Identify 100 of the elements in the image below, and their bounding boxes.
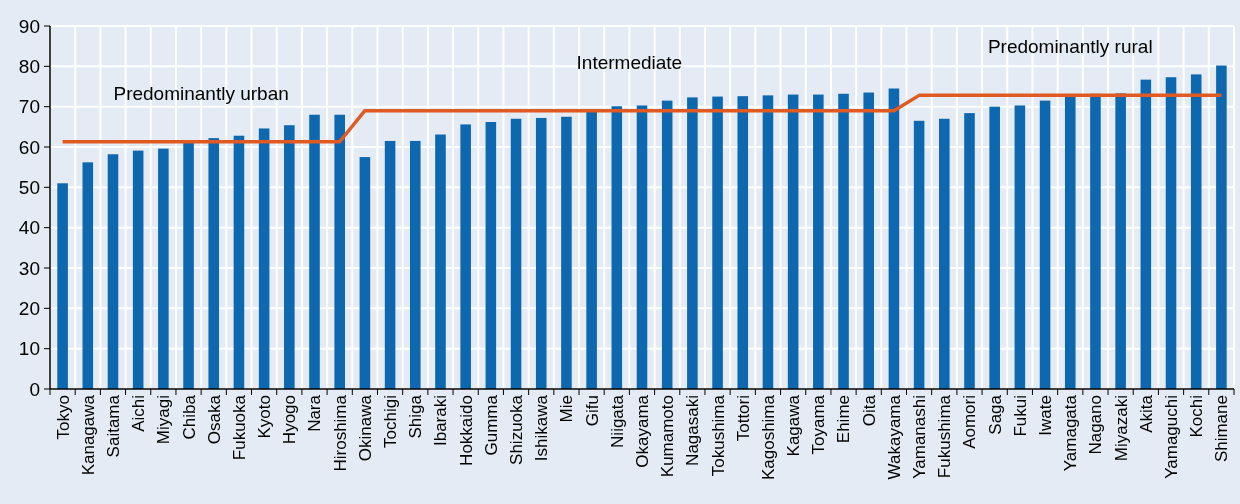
bar	[57, 183, 68, 389]
x-tick-label: Kochi	[1187, 395, 1207, 438]
x-tick-label: Aomori	[960, 395, 980, 449]
x-tick-label: Shiga	[406, 394, 426, 439]
x-tick-label: Fukuoka	[229, 394, 249, 461]
bar	[888, 88, 900, 389]
bar	[737, 96, 749, 389]
bar	[989, 106, 1000, 389]
x-tick-label: Yamaguchi	[1161, 395, 1181, 479]
bar	[309, 114, 320, 389]
bar	[82, 162, 94, 389]
x-tick-label: Shimane	[1212, 395, 1232, 463]
bar	[258, 128, 270, 389]
x-tick-label: Saitama	[103, 394, 123, 458]
y-tick-label: 40	[18, 217, 40, 239]
bar	[712, 96, 723, 389]
x-tick-label: Iwate	[1036, 395, 1056, 436]
annotation: Predominantly rural	[987, 36, 1153, 58]
x-tick-label: Saga	[985, 394, 1005, 435]
x-tick-label: Hokkaido	[456, 395, 476, 466]
bar	[1115, 93, 1126, 389]
y-tick-label: 10	[18, 338, 40, 360]
y-tick-label: 90	[18, 15, 40, 37]
bar	[1216, 65, 1227, 389]
bar	[158, 148, 169, 389]
x-tick-label: Miyazaki	[1111, 395, 1131, 462]
bar	[586, 111, 597, 389]
x-tick-label: Hiroshima	[330, 394, 350, 472]
bar	[762, 95, 774, 389]
x-tick-label: Oita	[859, 394, 879, 427]
x-tick-label: Hyogo	[280, 395, 300, 445]
bar	[359, 157, 371, 389]
bar	[939, 118, 950, 389]
bar	[611, 106, 623, 389]
bar	[838, 93, 849, 389]
bar	[787, 94, 799, 389]
bar	[284, 125, 295, 389]
bar	[208, 138, 220, 389]
y-tick-label: 20	[18, 297, 40, 319]
bar	[913, 120, 925, 389]
bar	[1165, 77, 1177, 389]
x-tick-label: Kagoshima	[758, 394, 778, 481]
x-tick-label: Toyama	[809, 394, 829, 455]
y-tick-label: 60	[18, 136, 40, 158]
x-tick-label: Osaka	[204, 394, 224, 445]
x-tick-label: Okayama	[632, 394, 652, 468]
bar	[1064, 95, 1076, 389]
x-tick-label: Yamagata	[1061, 394, 1081, 472]
x-tick-label: Ishikawa	[532, 394, 552, 462]
bar	[233, 135, 245, 389]
bar	[334, 114, 345, 389]
x-tick-label: Wakayama	[884, 394, 904, 480]
bar	[510, 118, 522, 389]
annotation: Predominantly urban	[113, 82, 289, 104]
bar	[535, 117, 547, 389]
x-tick-label: Tokyo	[53, 395, 73, 440]
x-tick-label: Niigata	[607, 394, 627, 448]
x-tick-label: Tochigi	[381, 395, 401, 448]
x-tick-label: Tottori	[733, 395, 753, 442]
x-tick-label: Gifu	[582, 395, 602, 427]
bar	[132, 150, 144, 389]
x-tick-label: Mie	[557, 395, 577, 423]
x-tick-label: Nara	[305, 394, 325, 432]
x-tick-label: Miyagi	[154, 395, 174, 445]
y-tick-label: 80	[18, 55, 40, 77]
x-tick-label: Kyoto	[255, 395, 275, 439]
y-tick-label: 70	[18, 96, 40, 118]
bar	[1014, 105, 1026, 389]
bar	[460, 124, 471, 389]
bar	[107, 154, 119, 389]
bar	[561, 116, 572, 389]
x-tick-label: Aichi	[129, 395, 149, 432]
bar	[1190, 74, 1202, 389]
x-tick-label: Kagawa	[784, 394, 804, 457]
annotation: Intermediate	[576, 51, 683, 73]
x-tick-label: Akita	[1136, 394, 1156, 433]
x-tick-label: Ehime	[834, 395, 854, 444]
x-tick-label: Okinawa	[355, 394, 375, 462]
x-tick-label: Yamanashi	[910, 395, 930, 479]
y-tick-label: 50	[18, 176, 40, 198]
bar	[384, 140, 396, 389]
x-tick-label: Chiba	[179, 394, 199, 440]
bar	[964, 113, 975, 389]
x-tick-label: Ibaraki	[431, 395, 451, 447]
bar	[1140, 79, 1152, 389]
bar	[661, 100, 673, 389]
bar	[1039, 100, 1051, 389]
x-tick-label: Nagano	[1086, 395, 1106, 455]
bar	[183, 141, 194, 389]
x-tick-label: Gumma	[481, 394, 501, 456]
bar	[863, 92, 875, 389]
bar	[813, 94, 824, 389]
bar	[485, 121, 497, 389]
bar	[636, 105, 648, 389]
x-tick-label: Nagasaki	[683, 395, 703, 466]
x-tick-label: Tokushima	[708, 394, 728, 477]
x-tick-label: Fukui	[1010, 395, 1030, 437]
x-tick-label: Kumamoto	[658, 395, 678, 478]
y-tick-label: 30	[18, 257, 40, 279]
bar	[435, 134, 446, 389]
